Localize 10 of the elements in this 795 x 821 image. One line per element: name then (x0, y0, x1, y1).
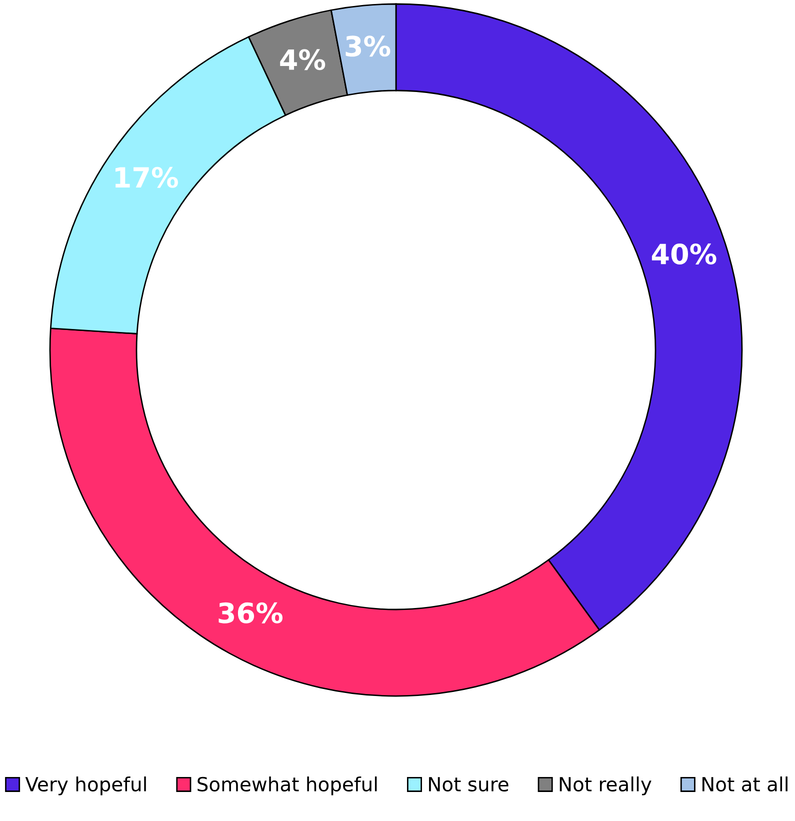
data-label: 36% (218, 602, 283, 624)
legend-label: Very hopeful (25, 776, 146, 796)
data-label: 40% (652, 243, 716, 265)
data-label: 3% (346, 36, 390, 57)
legend-label: Not at all (702, 776, 788, 792)
legend-label: Not really (560, 776, 652, 796)
legend-label: Somewhat hopeful (198, 776, 377, 796)
data-label: 4% (280, 49, 326, 70)
legend-label: Not sure (429, 777, 508, 792)
data-label: 17% (115, 166, 178, 188)
